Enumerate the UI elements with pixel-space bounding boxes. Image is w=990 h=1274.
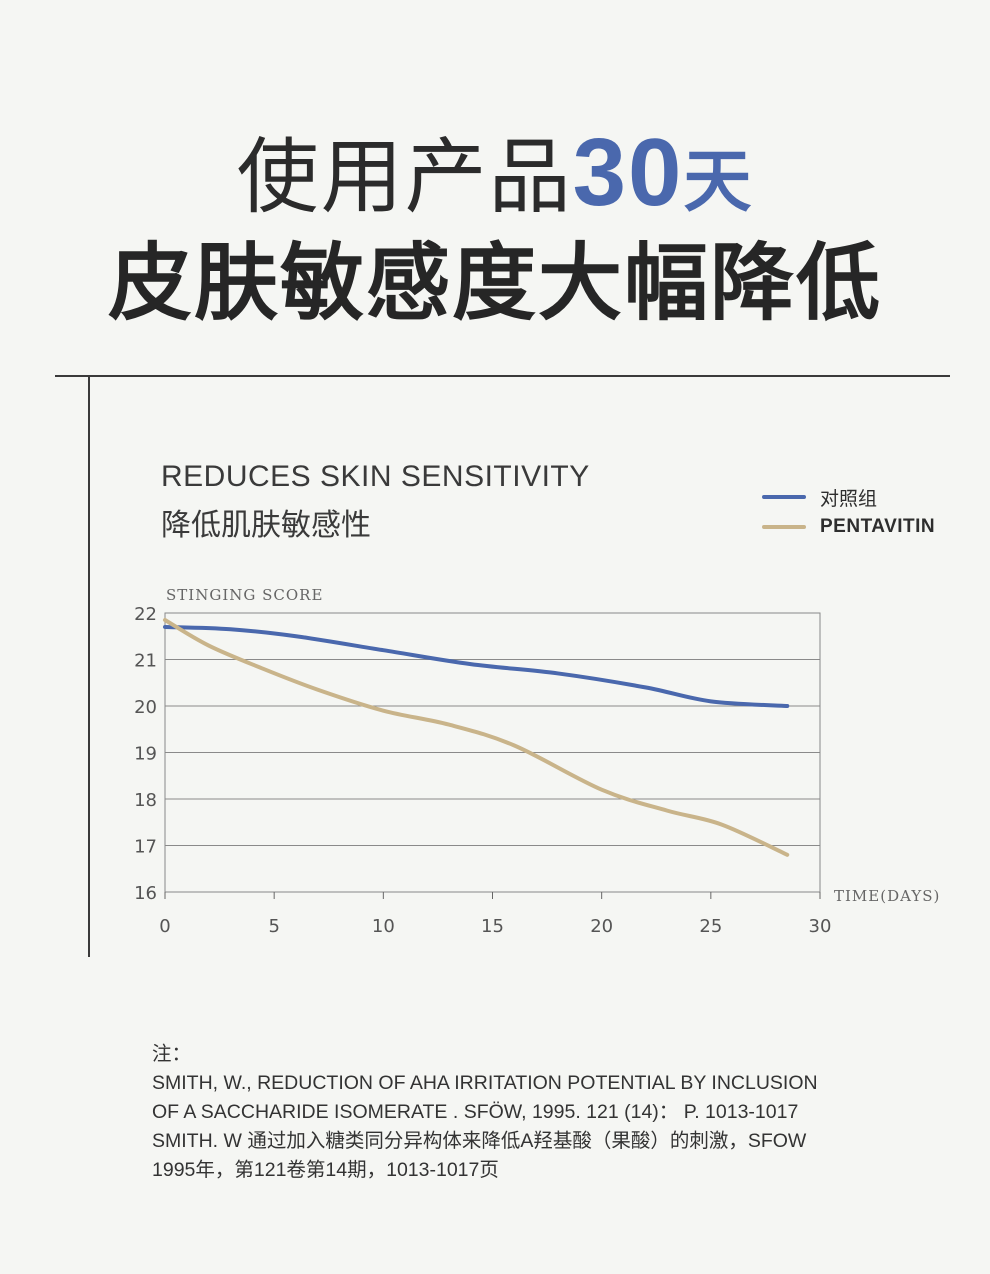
chart-title: REDUCES SKIN SENSITIVITY xyxy=(161,460,590,493)
legend-item-pentavitin: PENTAVITIN xyxy=(762,512,935,542)
y-tick-label: 21 xyxy=(134,651,157,672)
x-axis-title: TIME(DAYS) xyxy=(834,887,940,905)
headline-prefix: 使用产品 xyxy=(236,132,573,223)
footnote-line: OF A SACCHARIDE ISOMERATE . SFÖW, 1995. … xyxy=(152,1101,799,1123)
chart-subtitle: 降低肌肤敏感性 xyxy=(161,509,371,542)
headline-line-1: 使用产品30天 xyxy=(0,118,990,237)
headline-line-2: 皮肤敏感度大幅降低 xyxy=(107,236,882,330)
y-tick-label: 17 xyxy=(134,837,157,858)
footnote-line: 1995年，第121卷第14期，1013-1017页 xyxy=(152,1159,499,1181)
footnote-line: SMITH, W., REDUCTION OF AHA IRRITATION P… xyxy=(152,1072,818,1094)
series-line-control xyxy=(163,624,790,708)
legend-label-pentavitin: PENTAVITIN xyxy=(820,516,936,537)
headline-number: 30 xyxy=(572,119,684,226)
x-tick-label: 0 xyxy=(159,916,170,937)
x-tick-label: 15 xyxy=(481,916,504,937)
y-tick-label: 18 xyxy=(134,790,157,811)
y-axis-title: STINGING SCORE xyxy=(166,586,323,604)
vertical-divider xyxy=(88,377,90,957)
x-tick-label: 25 xyxy=(699,916,722,937)
footnote-label: 注： xyxy=(152,1043,192,1065)
y-tick-label: 16 xyxy=(134,883,157,904)
x-tick-label: 10 xyxy=(372,916,395,937)
legend-item-control: 对照组 xyxy=(762,482,935,512)
legend-swatch-pentavitin xyxy=(762,525,806,529)
horizontal-divider xyxy=(55,375,950,377)
footnote: 注： SMITH, W., REDUCTION OF AHA IRRITATIO… xyxy=(152,1040,912,1185)
y-tick-label: 20 xyxy=(134,697,157,718)
legend-swatch-control xyxy=(762,495,806,499)
x-tick-label: 30 xyxy=(809,916,832,937)
y-tick-label: 19 xyxy=(134,744,157,765)
headline-unit: 天 xyxy=(683,144,754,220)
x-tick-label: 5 xyxy=(268,916,279,937)
series-line-pentavitin xyxy=(163,617,790,857)
y-tick-label: 22 xyxy=(134,604,157,625)
legend-label-control: 对照组 xyxy=(820,488,878,510)
footnote-line: SMITH. W 通过加入糖类同分异构体来降低A羟基酸（果酸）的刺激，SFOW xyxy=(152,1130,807,1152)
chart-legend: 对照组 PENTAVITIN xyxy=(762,482,935,542)
line-chart: 22 21 20 19 18 17 160 5 10 15 20 25 30 STINGING SCORE… xyxy=(134,586,940,937)
x-tick-label: 20 xyxy=(590,916,613,937)
